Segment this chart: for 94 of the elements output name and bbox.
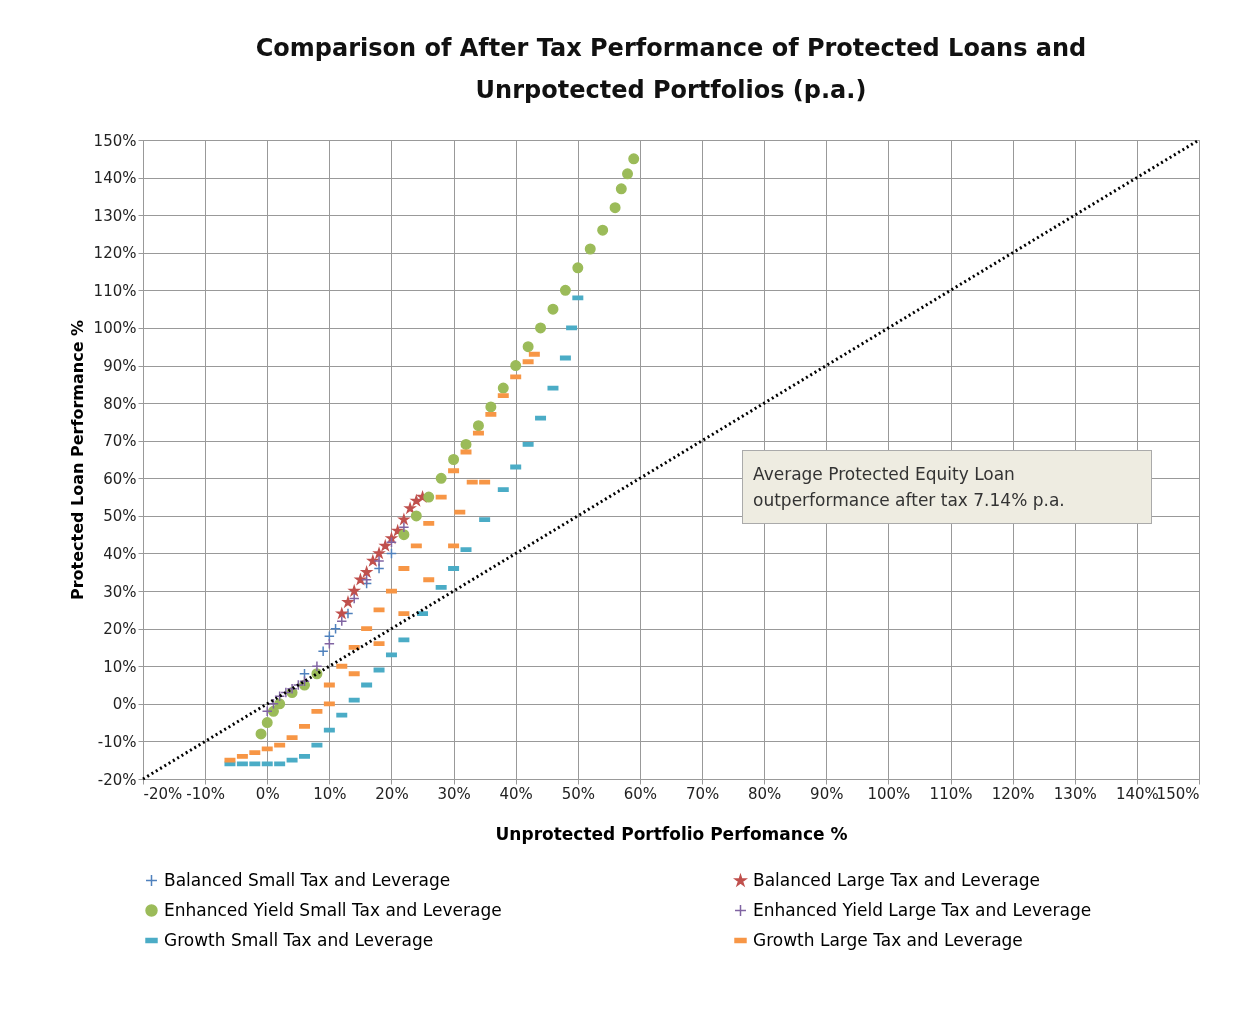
point — [261, 717, 273, 729]
point — [584, 243, 596, 255]
point — [448, 454, 460, 465]
point — [280, 687, 292, 699]
legend-label: Enhanced Yield Small Tax and Leverage — [164, 899, 502, 920]
point — [485, 401, 497, 413]
point — [404, 502, 416, 513]
point — [423, 491, 435, 503]
x-tick-label: 60% — [623, 784, 658, 803]
point — [615, 183, 627, 195]
x-tick-label: 120% — [991, 784, 1035, 803]
callout-box: Average Protected Equity Loan outperformance after tax 7.14% p.a. — [742, 450, 1152, 524]
x-tick-label: 90% — [810, 784, 844, 803]
point — [286, 683, 298, 695]
point — [323, 630, 335, 642]
y-tick-label: 60% — [103, 469, 137, 488]
annotation: Average Protected Equity Loan outperformance after tax 7.14% p.a. — [753, 463, 1066, 512]
point — [398, 529, 410, 541]
point — [255, 728, 267, 740]
x-tick-label: -20% — [143, 784, 183, 803]
y-tick-label: 130% — [93, 206, 137, 225]
point — [510, 360, 522, 372]
x-tick-label: 130% — [1053, 784, 1097, 803]
x-tick-label: 10% — [313, 784, 347, 803]
x-tick-label: 80% — [748, 784, 782, 803]
point — [274, 690, 286, 702]
y-tick-label: 110% — [93, 281, 137, 300]
point — [547, 303, 559, 315]
x-tick-label: 100% — [867, 784, 911, 803]
x-tick-label: -10% — [186, 784, 225, 803]
point — [535, 322, 547, 334]
y-tick-label: 90% — [103, 357, 137, 376]
point — [497, 382, 509, 394]
x-tick-label: 110% — [929, 784, 973, 803]
point — [361, 574, 373, 586]
y-tick-label: 80% — [103, 394, 137, 413]
x-axis-title: Unprotected Portfolio Perfomance % — [495, 823, 848, 844]
point — [299, 675, 310, 687]
point — [460, 438, 472, 450]
point — [385, 536, 397, 548]
y-tick-label: -10% — [97, 732, 137, 751]
x-tick-label: 40% — [499, 784, 533, 803]
chart-title: Comparison of After Tax Performance of Protected Loans and Unrpotected Portfolios (p.a.) — [255, 34, 1087, 104]
y-tick-label: 40% — [103, 544, 137, 563]
x-tick-label: 20% — [375, 784, 409, 803]
x-tick-label: 0% — [255, 784, 280, 803]
point — [435, 472, 447, 484]
point — [311, 660, 323, 672]
point — [261, 705, 273, 717]
point — [267, 705, 279, 717]
point — [597, 224, 609, 236]
y-tick-label: 20% — [103, 620, 137, 639]
y-tick-label: 70% — [103, 432, 137, 451]
y-tick-label: 10% — [103, 657, 137, 676]
point — [410, 510, 422, 522]
point — [373, 547, 385, 559]
x-tick-label: 140% — [1115, 784, 1159, 803]
legend-label: Enhanced Yield Large Tax and Leverage — [753, 899, 1092, 920]
y-axis-title: Protected Loan Performance % — [67, 319, 87, 601]
point — [330, 623, 342, 635]
y-tick-label: 100% — [93, 319, 137, 338]
point — [292, 679, 304, 691]
x-tick-label: 30% — [437, 784, 471, 803]
y-tick-label: 150% — [93, 131, 137, 150]
point — [373, 555, 385, 567]
y-tick-label: -20% — [97, 770, 137, 789]
point — [348, 585, 360, 596]
point — [398, 521, 410, 533]
legend-label: Growth Small Tax and Leverage — [164, 929, 434, 950]
point — [385, 547, 397, 559]
point — [317, 645, 329, 657]
legend-label: Balanced Small Tax and Leverage — [164, 869, 451, 890]
x-tick-label: 50% — [561, 784, 595, 803]
point — [336, 615, 348, 627]
point — [367, 555, 379, 566]
y-tick-label: 30% — [103, 582, 137, 601]
point — [628, 153, 640, 165]
point — [373, 563, 385, 574]
legend-label: Growth Large Tax and Leverage — [753, 929, 1023, 950]
point — [472, 420, 484, 432]
point — [323, 638, 335, 650]
x-tick-label: 70% — [685, 784, 720, 803]
point — [559, 284, 571, 296]
point — [299, 668, 310, 680]
point — [348, 593, 360, 605]
y-tick-label: 120% — [93, 244, 137, 263]
point — [609, 202, 621, 214]
y-tick-label: 50% — [103, 507, 137, 526]
legend-label: Balanced Large Tax and Leverage — [753, 869, 1040, 890]
y-tick-label: 0% — [112, 695, 137, 714]
point — [622, 168, 634, 180]
point — [522, 341, 534, 353]
y-tick-label: 140% — [93, 169, 137, 188]
point — [572, 262, 584, 274]
